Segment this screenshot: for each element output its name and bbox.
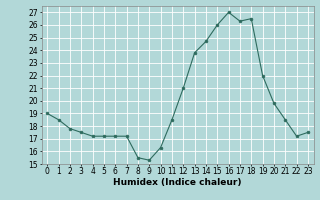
X-axis label: Humidex (Indice chaleur): Humidex (Indice chaleur) xyxy=(113,178,242,187)
